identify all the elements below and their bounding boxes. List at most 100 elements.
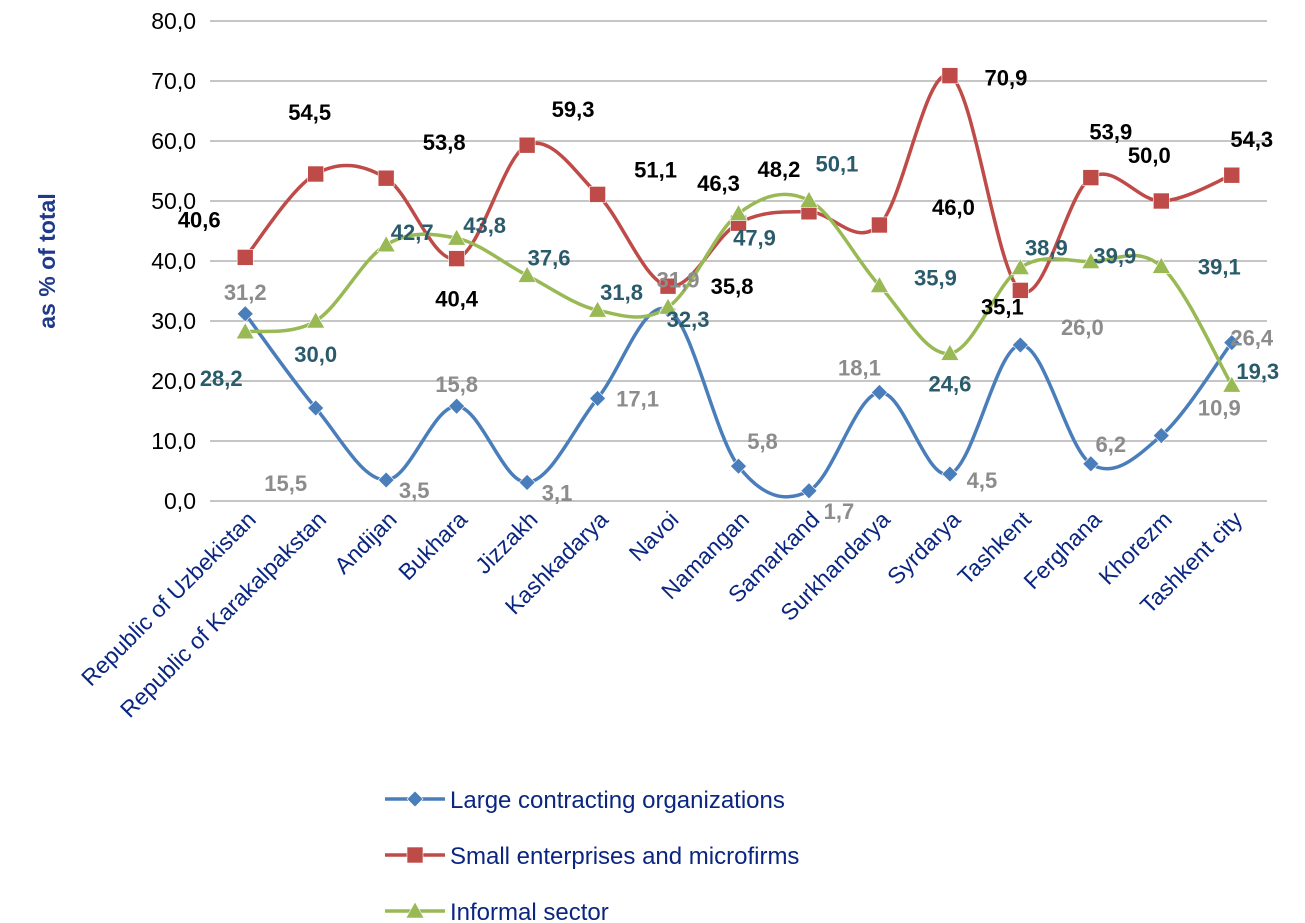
y-tick-label: 40,0 <box>151 248 196 274</box>
data-label: 50,1 <box>816 151 859 176</box>
data-label: 18,1 <box>838 355 881 380</box>
y-tick-label: 80,0 <box>151 8 196 34</box>
x-tick-label: Bukhara <box>393 506 472 585</box>
data-point <box>236 249 254 266</box>
data-label: 46,3 <box>697 171 740 196</box>
data-label: 26,4 <box>1230 326 1274 351</box>
data-label: 32,3 <box>667 307 710 332</box>
data-point <box>307 399 325 417</box>
x-tick-label: Ferghana <box>1018 506 1106 594</box>
data-label: 50,0 <box>1128 143 1171 168</box>
data-point <box>800 482 818 500</box>
y-tick-label: 10,0 <box>151 428 196 454</box>
data-label: 40,6 <box>178 207 221 232</box>
data-label: 15,8 <box>435 372 478 397</box>
data-point <box>376 235 396 253</box>
data-label: 46,0 <box>932 195 975 220</box>
legend-entry: Large contracting organizations <box>450 787 785 814</box>
y-axis-label: as % of total <box>34 193 60 328</box>
y-tick-label: 50,0 <box>151 188 196 214</box>
legend-swatch-marker <box>406 790 424 808</box>
data-point <box>1222 375 1242 393</box>
data-label: 42,7 <box>391 220 434 245</box>
data-label: 30,0 <box>294 342 337 367</box>
data-label: 37,6 <box>528 245 571 270</box>
data-label: 53,9 <box>1089 120 1132 145</box>
y-tick-label: 0,0 <box>164 488 196 514</box>
data-point <box>588 300 608 318</box>
data-point <box>1153 192 1170 210</box>
data-label: 40,4 <box>435 287 479 312</box>
data-label: 6,2 <box>1096 432 1127 457</box>
y-tick-label: 70,0 <box>151 68 196 94</box>
data-label: 3,1 <box>542 480 573 505</box>
x-tick-label: Andijan <box>329 506 402 579</box>
data-point <box>448 250 465 267</box>
data-label: 26,0 <box>1061 315 1104 340</box>
data-point <box>377 169 395 187</box>
data-point <box>1082 455 1100 473</box>
data-label: 70,9 <box>984 66 1027 91</box>
data-point <box>658 297 678 315</box>
data-point <box>1223 334 1241 352</box>
data-point <box>1082 169 1100 186</box>
data-point <box>1010 257 1030 275</box>
data-point <box>518 136 536 154</box>
data-point <box>728 203 749 221</box>
data-label: 35,1 <box>981 294 1024 319</box>
data-label: 19,3 <box>1236 359 1279 384</box>
data-point <box>730 457 747 475</box>
data-point <box>589 186 606 203</box>
data-label: 31,9 <box>657 268 700 293</box>
data-label: 38,9 <box>1025 236 1068 261</box>
data-point <box>517 265 537 283</box>
data-point <box>941 67 959 84</box>
data-label: 10,9 <box>1198 396 1241 421</box>
data-labels: 31,2 15,5 3,5 15,8 3,1 17,1 31,9 5,8 1,7 18,1 4,5 2… <box>178 66 1279 524</box>
data-label: 31,2 <box>224 280 267 305</box>
legend: Large contracting organizations Small ent… <box>385 787 799 923</box>
y-axis-ticks: 0,0 10,0 20,0 30,0 40,0 50,0 60,0 70,0 80,0 <box>151 8 196 514</box>
data-point <box>589 389 606 407</box>
data-point <box>1081 251 1101 269</box>
data-point <box>306 311 326 329</box>
data-label: 4,5 <box>967 468 998 493</box>
data-label: 39,1 <box>1198 254 1241 279</box>
data-point <box>1011 336 1029 354</box>
data-point <box>871 216 888 234</box>
legend-entry: Informal sector <box>450 899 609 923</box>
data-label: 54,5 <box>288 100 331 125</box>
data-label: 3,5 <box>399 478 430 503</box>
legend-swatch-marker <box>405 901 425 919</box>
data-point <box>1012 282 1029 299</box>
data-label: 5,8 <box>747 429 778 454</box>
data-label: 54,3 <box>1230 127 1273 152</box>
data-point <box>799 190 819 208</box>
data-point <box>518 473 536 491</box>
data-label: 15,5 <box>264 471 307 496</box>
data-point <box>235 322 255 340</box>
legend-swatch-marker <box>406 846 424 864</box>
data-point <box>941 465 959 483</box>
data-label: 39,9 <box>1093 244 1136 269</box>
gridlines <box>210 20 1267 442</box>
data-point <box>659 277 677 295</box>
data-point <box>940 343 960 361</box>
data-point <box>307 165 325 183</box>
data-label: 35,9 <box>914 266 957 291</box>
data-point <box>377 471 395 489</box>
y-tick-label: 20,0 <box>151 368 196 394</box>
data-label: 17,1 <box>616 386 659 411</box>
data-label: 28,2 <box>200 366 243 391</box>
data-label: 43,8 <box>463 213 506 238</box>
series-markers <box>235 67 1242 500</box>
data-label: 48,2 <box>758 157 801 182</box>
data-point <box>447 228 467 246</box>
data-point <box>1152 427 1170 445</box>
data-point <box>869 275 889 293</box>
y-tick-label: 60,0 <box>151 128 196 154</box>
data-point <box>236 305 254 323</box>
data-label: 31,8 <box>600 280 643 305</box>
